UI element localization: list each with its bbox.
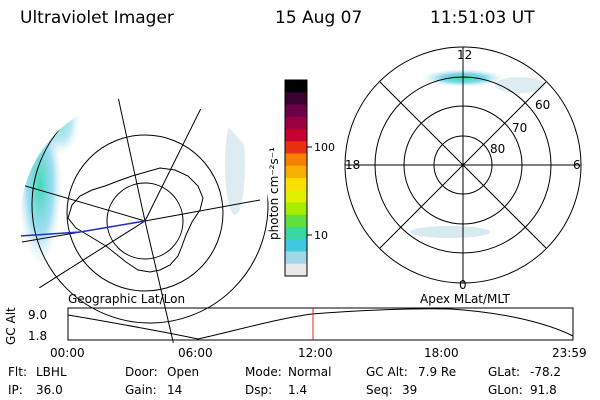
aurora-glow-left-right <box>225 115 245 215</box>
coastline-fragment <box>224 96 245 104</box>
altitude-curve <box>67 308 574 340</box>
lat-label-60: 60 <box>535 98 550 112</box>
info-seq-value: 39 <box>402 383 417 397</box>
info-glon-key: GLon: <box>488 383 523 397</box>
mlt-label-0: 0 <box>459 278 467 292</box>
colorbar-stripe <box>285 227 307 240</box>
left-map-caption: Geographic Lat/Lon <box>68 292 185 306</box>
info-mode-value: Normal <box>288 365 331 379</box>
mlt-label-12: 12 <box>457 48 472 62</box>
y-axis-label: GC Alt <box>4 307 18 345</box>
info-gcalt-value: 7.9 Re <box>418 365 456 379</box>
info-seq-key: Seq: <box>366 383 393 397</box>
x-tick-0600: 06:00 <box>178 346 213 360</box>
info-door-value: Open <box>167 365 199 379</box>
colorbar-stripe <box>285 202 307 216</box>
y-tick-1-8: 1.8 <box>28 329 47 343</box>
colorbar-stripe <box>285 190 307 203</box>
altitude-plot: 9.0 1.8 GC Alt 00:00 06:00 12:00 18:00 2… <box>4 307 587 360</box>
x-tick-2359: 23:59 <box>552 346 587 360</box>
mlt-label-18: 18 <box>345 158 360 172</box>
right-map-caption: Apex MLat/MLT <box>420 292 510 306</box>
date-label: 15 Aug 07 <box>275 8 362 28</box>
antarctica-coastline <box>67 167 204 273</box>
colorbar-stripe <box>285 92 307 105</box>
info-flt-value: LBHL <box>36 365 67 379</box>
lat-label-80: 80 <box>490 142 505 156</box>
colorbar-stripe <box>285 178 307 191</box>
time-label: 11:51:03 UT <box>430 8 535 28</box>
aurora-glow-left <box>20 105 62 265</box>
info-gcalt-key: GC Alt: <box>366 365 408 379</box>
info-dsp-value: 1.4 <box>288 383 307 397</box>
info-panel: Flt: LBHL Door: Open Mode: Normal GC Alt… <box>8 365 561 397</box>
colorbar-stripe <box>285 165 307 179</box>
colorbar-stripe <box>285 153 307 167</box>
colorbar-tick-10: 10 <box>314 229 328 242</box>
lat-label-70: 70 <box>512 121 527 135</box>
info-flt-key: Flt: <box>8 365 27 379</box>
info-ip-key: IP: <box>8 383 23 397</box>
info-dsp-key: Dsp: <box>245 383 272 397</box>
colorbar: 100 10 photon cm⁻²s⁻¹ <box>267 79 335 277</box>
x-tick-1200: 12:00 <box>298 346 333 360</box>
colorbar-unit-label: photon cm⁻²s⁻¹ <box>267 147 281 240</box>
colorbar-stripe <box>285 129 307 142</box>
colorbar-stripe <box>285 80 307 93</box>
colorbar-stripe <box>285 263 307 277</box>
mlt-label-6: 6 <box>573 158 581 172</box>
colorbar-stripe <box>285 141 307 154</box>
colorbar-stripe <box>285 116 307 130</box>
info-gain-key: Gain: <box>125 383 157 397</box>
info-ip-value: 36.0 <box>36 383 63 397</box>
aurora-glow-right-bottom <box>410 226 490 238</box>
aurora-glow-left-upper <box>40 96 80 155</box>
colorbar-stripe <box>285 251 307 265</box>
info-glat-key: GLat: <box>488 365 520 379</box>
spacecraft-track <box>20 220 146 237</box>
info-gain-value: 14 <box>167 383 182 397</box>
colorbar-stripe <box>285 214 307 228</box>
colorbar-tick-100: 100 <box>314 141 335 154</box>
info-glat-value: -78.2 <box>530 365 561 379</box>
x-tick-1800: 18:00 <box>424 346 459 360</box>
y-tick-9: 9.0 <box>28 308 47 322</box>
colorbar-stripe <box>285 239 307 252</box>
colorbar-stripe <box>285 104 307 118</box>
magnetic-map: 12 18 6 0 60 70 80 <box>344 46 582 292</box>
x-tick-0000: 00:00 <box>50 346 85 360</box>
info-glon-value: 91.8 <box>530 383 557 397</box>
info-door-key: Door: <box>125 365 158 379</box>
instrument-title: Ultraviolet Imager <box>20 8 174 28</box>
info-mode-key: Mode: <box>245 365 282 379</box>
